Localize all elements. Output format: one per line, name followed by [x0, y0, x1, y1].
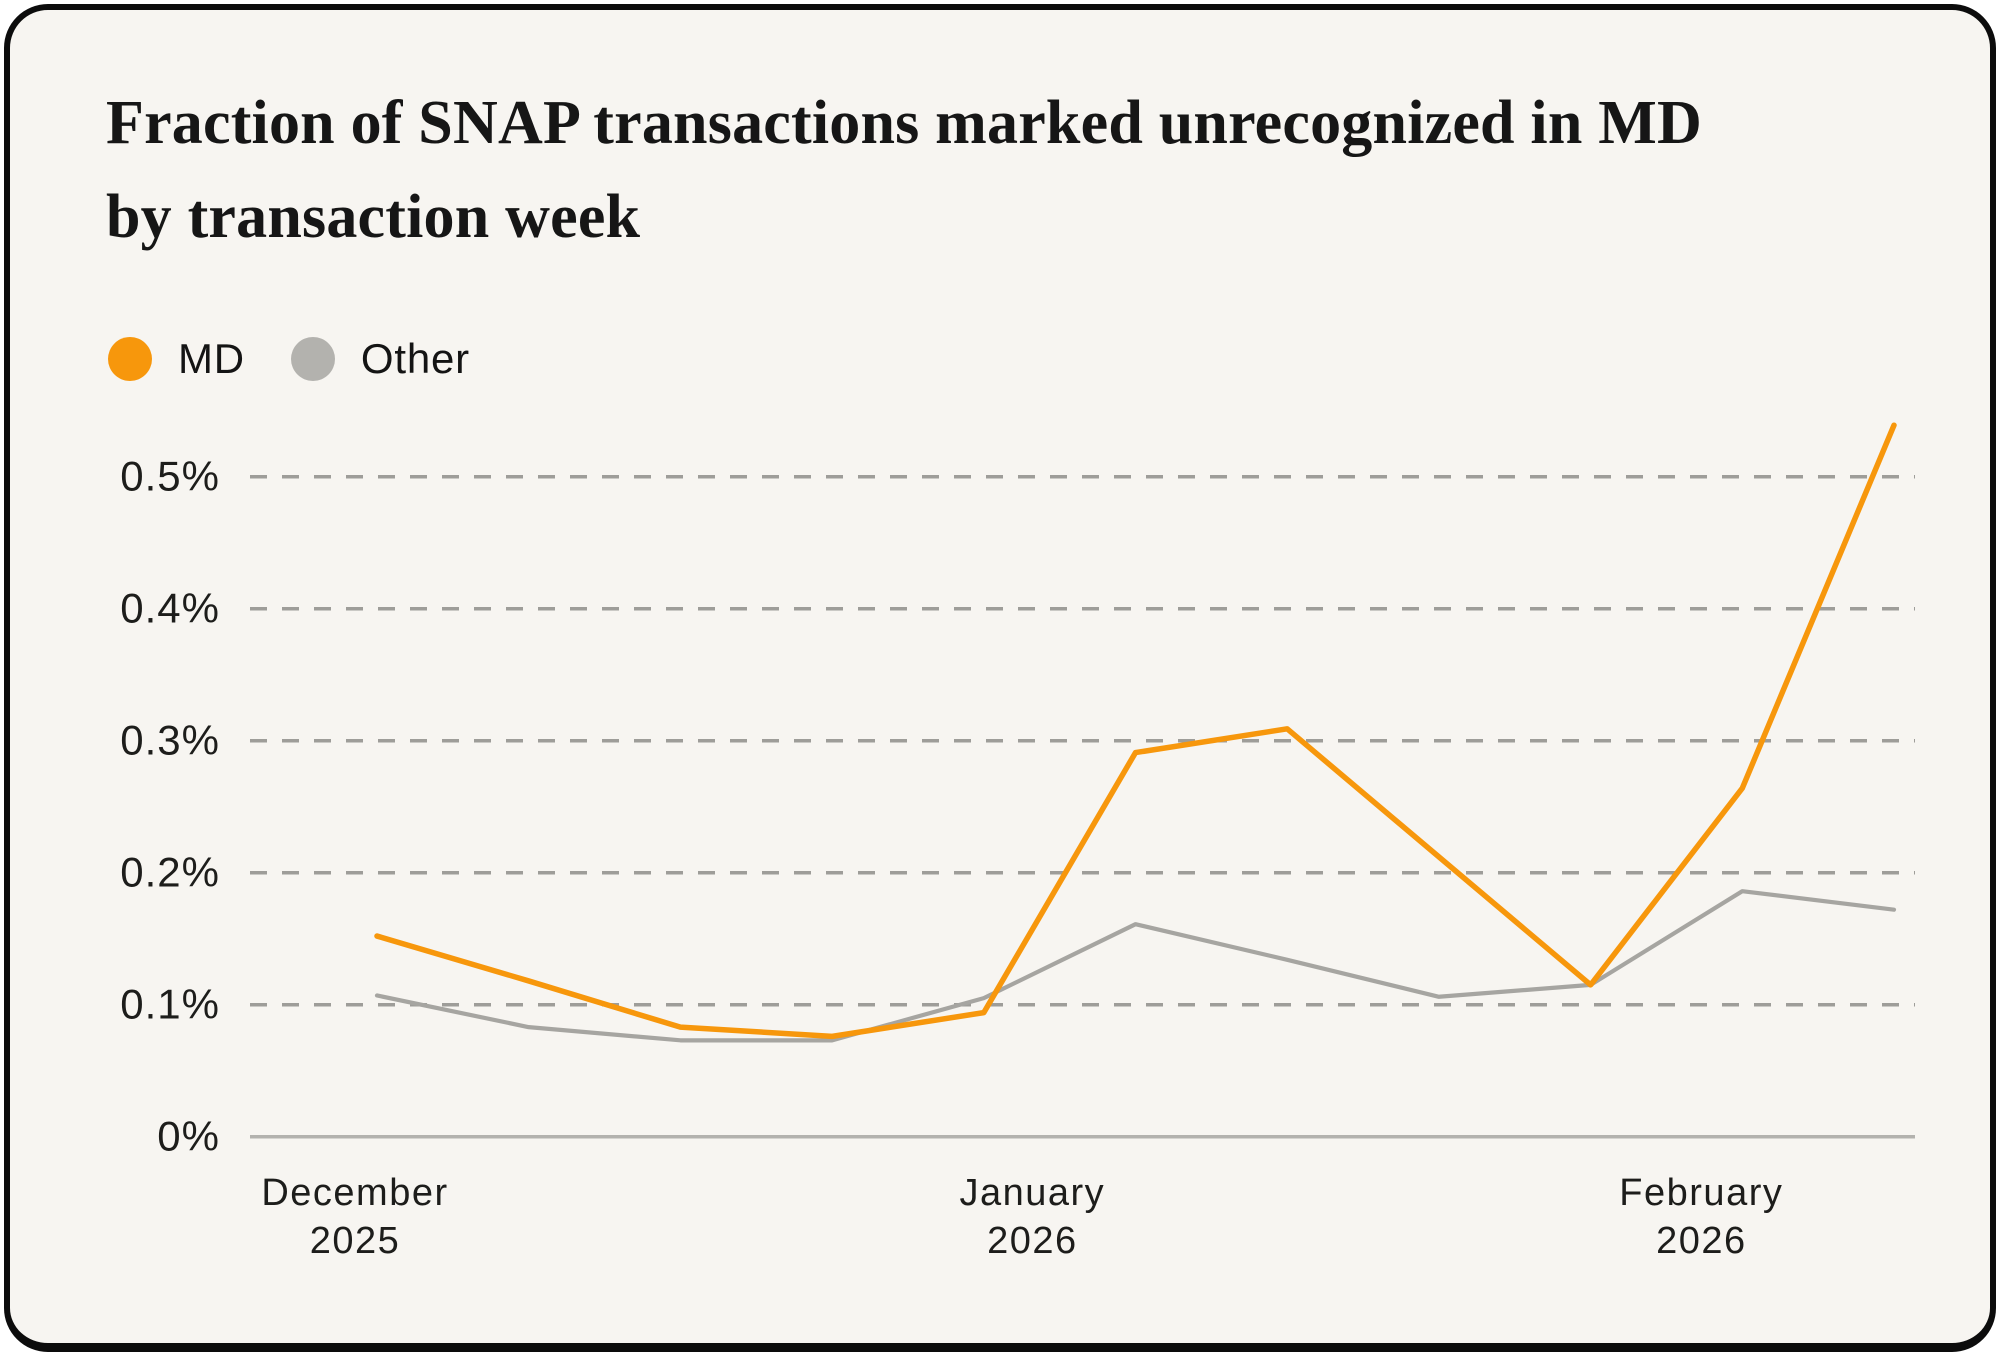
line-chart: 0% 0.1% 0.2% 0.3% 0.4% 0.5% December 2025 Januar…	[120, 422, 1915, 1262]
x-tick-year-december: 2025	[310, 1220, 401, 1262]
legend-label-md: MD	[178, 335, 245, 382]
y-tick-label-0.5%: 0.5%	[120, 453, 220, 500]
y-tick-label-0.4%: 0.4%	[120, 585, 220, 632]
chart-title-line2: by transaction week	[106, 183, 641, 251]
x-tick-year-january: 2026	[987, 1220, 1078, 1262]
series-line-other	[374, 889, 1897, 1043]
chart-card: Fraction of SNAP transactions marked unr…	[4, 4, 1996, 1352]
x-tick-month-january: January	[959, 1172, 1105, 1214]
legend-item-other: Other	[290, 335, 470, 383]
legend: MD Other	[108, 335, 470, 383]
x-tick-month-february: February	[1619, 1172, 1783, 1214]
legend-label-other: Other	[360, 335, 470, 382]
series-line-md	[374, 422, 1897, 1040]
y-tick-label-0.2%: 0.2%	[120, 849, 220, 896]
legend-swatch-md-icon	[108, 337, 152, 381]
legend-item-md: MD	[108, 335, 245, 383]
y-tick-label-0%: 0%	[157, 1113, 220, 1160]
legend-swatch-other-icon	[290, 337, 335, 381]
chart-title: Fraction of SNAP transactions marked unr…	[106, 76, 1866, 264]
x-tick-year-february: 2026	[1656, 1220, 1747, 1262]
y-tick-label-0.1%: 0.1%	[120, 981, 220, 1028]
x-tick-month-december: December	[261, 1172, 448, 1214]
chart-title-line1: Fraction of SNAP transactions marked unr…	[106, 89, 1702, 157]
y-tick-label-0.3%: 0.3%	[120, 717, 220, 764]
